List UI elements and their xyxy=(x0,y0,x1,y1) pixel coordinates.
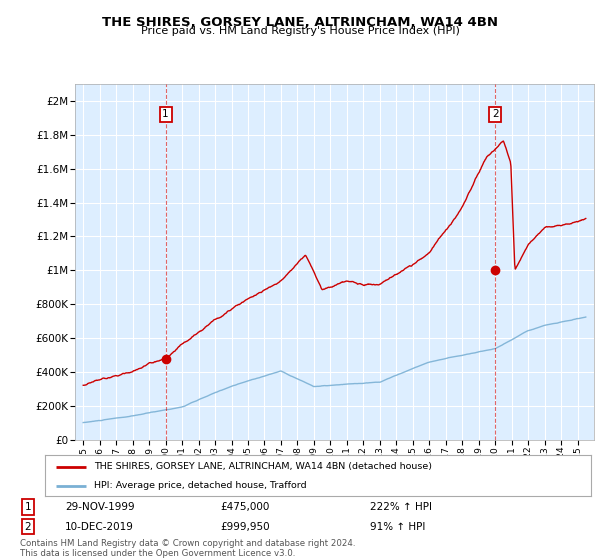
Text: 2: 2 xyxy=(492,110,499,119)
Text: Contains HM Land Registry data © Crown copyright and database right 2024.
This d: Contains HM Land Registry data © Crown c… xyxy=(20,539,355,558)
Text: £999,950: £999,950 xyxy=(220,521,269,531)
Text: HPI: Average price, detached house, Trafford: HPI: Average price, detached house, Traf… xyxy=(94,481,307,490)
Text: 222% ↑ HPI: 222% ↑ HPI xyxy=(370,502,432,512)
Text: 1: 1 xyxy=(163,110,169,119)
Text: 2: 2 xyxy=(25,521,31,531)
Text: 1: 1 xyxy=(25,502,31,512)
Text: 10-DEC-2019: 10-DEC-2019 xyxy=(65,521,134,531)
Text: 91% ↑ HPI: 91% ↑ HPI xyxy=(370,521,425,531)
Text: THE SHIRES, GORSEY LANE, ALTRINCHAM, WA14 4BN: THE SHIRES, GORSEY LANE, ALTRINCHAM, WA1… xyxy=(102,16,498,29)
Text: THE SHIRES, GORSEY LANE, ALTRINCHAM, WA14 4BN (detached house): THE SHIRES, GORSEY LANE, ALTRINCHAM, WA1… xyxy=(94,462,432,471)
Text: Price paid vs. HM Land Registry's House Price Index (HPI): Price paid vs. HM Land Registry's House … xyxy=(140,26,460,36)
Text: £475,000: £475,000 xyxy=(220,502,269,512)
Text: 29-NOV-1999: 29-NOV-1999 xyxy=(65,502,134,512)
